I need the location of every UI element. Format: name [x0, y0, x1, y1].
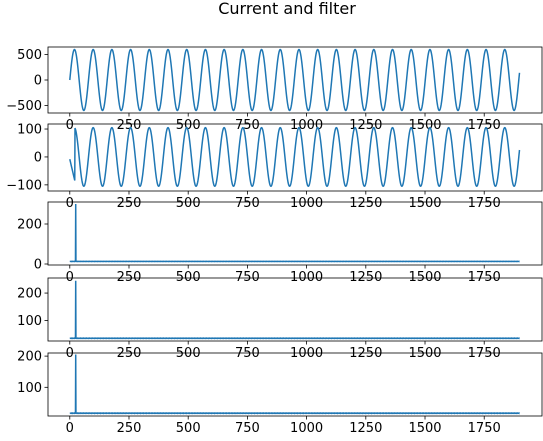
x-tick-label: 0 — [66, 421, 74, 436]
x-tick-label: 1250 — [349, 421, 382, 436]
x-tick-label: 500 — [176, 270, 201, 285]
x-tick-label: 1500 — [408, 421, 441, 436]
x-tick-label: 1000 — [290, 118, 323, 133]
subplot-5: 0 250 500 750 1000 1250 1500 1750 100 200 — [17, 350, 543, 436]
y-tick-label: 200 — [17, 287, 42, 302]
x-tick-label: 0 — [66, 270, 74, 285]
y-tick-label: 200 — [17, 218, 42, 233]
figure-title: Current and filter — [218, 0, 356, 18]
series-line — [69, 203, 520, 263]
axes-frame — [47, 352, 543, 417]
x-tick-label: 1000 — [290, 421, 323, 436]
x-tick-label: 750 — [235, 270, 260, 285]
series-line — [69, 354, 520, 415]
x-tick-label: 1500 — [408, 196, 441, 211]
x-tick-label: 500 — [176, 118, 201, 133]
x-tick-label: 500 — [176, 346, 201, 361]
y-tick-label: −100 — [6, 178, 42, 193]
x-tick-label: 250 — [117, 118, 142, 133]
subplot-2: 0 250 500 750 1000 1250 1500 1750 −100 0 100 — [6, 123, 543, 211]
axes-frame — [47, 123, 543, 192]
y-tick-label: 100 — [17, 314, 42, 329]
x-tick-label: 750 — [235, 346, 260, 361]
x-tick-label: 1250 — [349, 196, 382, 211]
x-tick-label: 0 — [66, 346, 74, 361]
series-line — [69, 48, 521, 112]
x-tick-label: 1250 — [349, 346, 382, 361]
x-tick-label: 0 — [66, 118, 74, 133]
x-tick-label: 1500 — [408, 346, 441, 361]
x-tick-label: 1500 — [408, 118, 441, 133]
x-tick-label: 250 — [117, 270, 142, 285]
subplot-3: 0 250 500 750 1000 1250 1500 1750 0 200 — [17, 201, 543, 285]
x-tick-label: 1000 — [290, 346, 323, 361]
x-tick-label: 500 — [176, 196, 201, 211]
x-tick-label: 250 — [117, 346, 142, 361]
x-tick-label: 0 — [66, 196, 74, 211]
x-tick-label: 250 — [117, 196, 142, 211]
x-tick-label: 1750 — [468, 346, 501, 361]
x-tick-label: 750 — [235, 421, 260, 436]
x-tick-label: 1750 — [468, 421, 501, 436]
subplot-4: 0 250 500 750 1000 1250 1500 1750 100 200 — [17, 277, 543, 361]
y-tick-label: 100 — [17, 381, 42, 396]
y-tick-label: 200 — [17, 350, 42, 365]
series-line — [69, 126, 521, 188]
x-tick-label: 1250 — [349, 270, 382, 285]
axes-frame — [47, 201, 543, 266]
x-tick-label: 1750 — [468, 118, 501, 133]
y-tick-label: 0 — [34, 258, 42, 273]
x-tick-label: 750 — [235, 196, 260, 211]
series-line — [69, 280, 520, 340]
y-tick-label: 100 — [17, 123, 42, 138]
y-tick-label: 0 — [34, 150, 42, 165]
x-tick-label: 1750 — [468, 196, 501, 211]
x-tick-label: 1000 — [290, 270, 323, 285]
x-tick-label: 500 — [176, 421, 201, 436]
y-tick-label: 500 — [17, 48, 42, 63]
x-tick-label: 1000 — [290, 196, 323, 211]
y-tick-label: 0 — [34, 74, 42, 89]
x-tick-label: 750 — [235, 118, 260, 133]
x-tick-label: 250 — [117, 421, 142, 436]
y-tick-label: −500 — [6, 99, 42, 114]
x-tick-label: 1750 — [468, 270, 501, 285]
axes-frame — [47, 277, 543, 342]
x-tick-label: 1500 — [408, 270, 441, 285]
